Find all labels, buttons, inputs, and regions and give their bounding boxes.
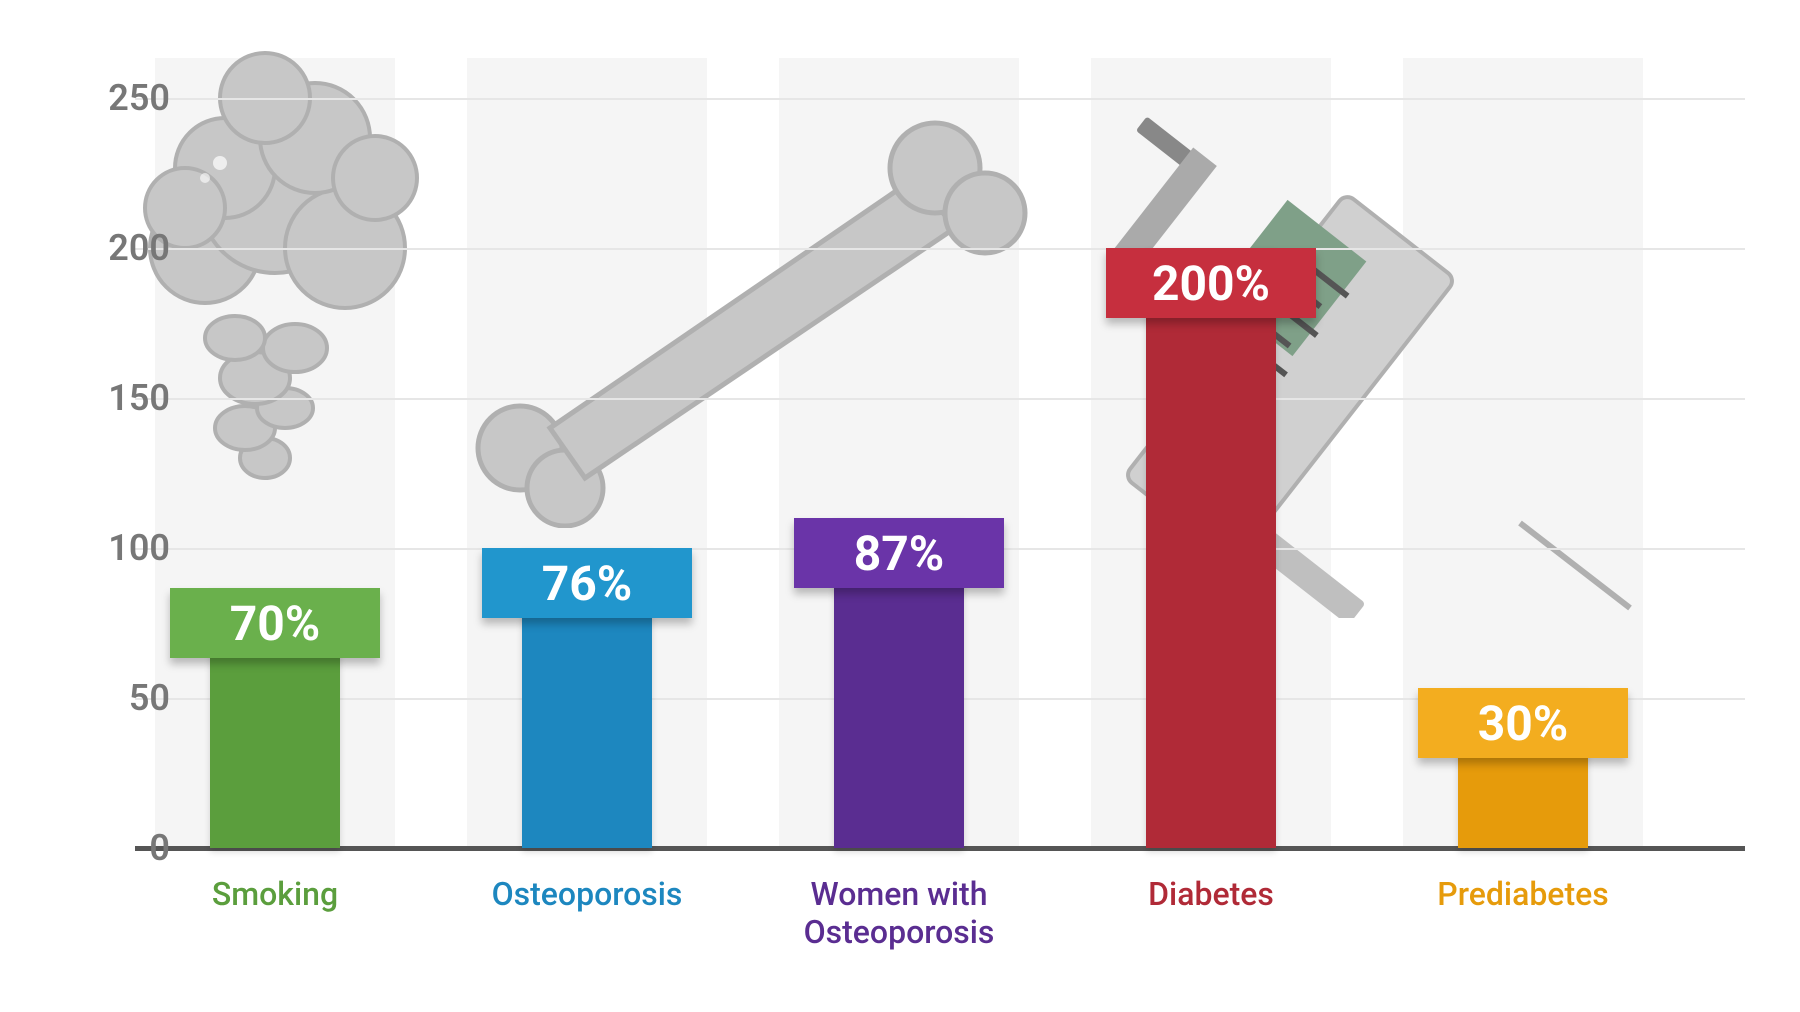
ytick-label: 50 <box>50 677 170 719</box>
category-label-prediabetes: Prediabetes <box>1403 875 1643 913</box>
ytick-label: 200 <box>50 227 170 269</box>
bar-cap-smoking: 70% <box>170 588 380 658</box>
bar-cap-diabetes: 200% <box>1106 248 1316 318</box>
ytick-label: 150 <box>50 377 170 419</box>
ytick-label: 0 <box>50 827 170 869</box>
bar-cap-women-osteoporosis: 87% <box>794 518 1004 588</box>
category-label-diabetes: Diabetes <box>1091 875 1331 913</box>
ytick-label: 100 <box>50 527 170 569</box>
bar-value-label: 70% <box>230 595 321 652</box>
bar-value-label: 30% <box>1478 695 1569 752</box>
category-label-women-osteoporosis: Women with Osteoporosis <box>779 875 1019 952</box>
category-label-osteoporosis: Osteoporosis <box>467 875 707 913</box>
bar-diabetes <box>1146 248 1276 848</box>
bar-value-label: 87% <box>854 525 945 582</box>
gridline <box>135 98 1745 100</box>
category-label-smoking: Smoking <box>155 875 395 913</box>
bar-value-label: 200% <box>1152 255 1270 312</box>
bar-cap-osteoporosis: 76% <box>482 548 692 618</box>
chart-area: 70% 76% 87% 200% 30% <box>135 58 1745 848</box>
gridline <box>135 398 1745 400</box>
bar-value-label: 76% <box>542 555 633 612</box>
bar-cap-prediabetes: 30% <box>1418 688 1628 758</box>
ytick-label: 250 <box>50 77 170 119</box>
gridline <box>135 248 1745 250</box>
